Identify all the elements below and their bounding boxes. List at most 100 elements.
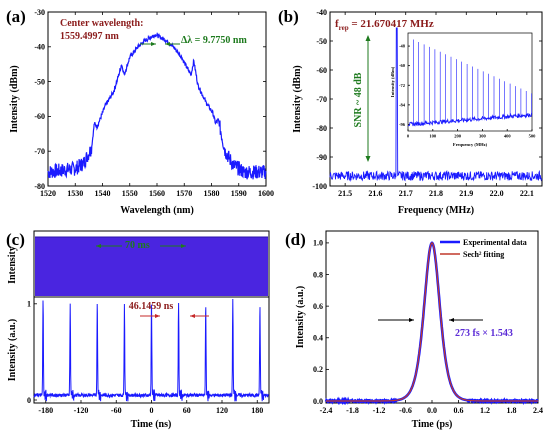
window-arrowhead-right (181, 244, 186, 248)
experimental-data-line (324, 241, 539, 406)
x-tick-label: 0 (407, 134, 410, 139)
y-axis-a: -80 -70 -60 -50 -40 -30 (34, 8, 266, 191)
ylabel-b: Intensity (dBm) (292, 65, 303, 133)
x-tick-label: 1540 (95, 189, 111, 198)
panel-label-d: (d) (285, 230, 306, 249)
ylabel-c-bottom: Intensity (a.u.) (7, 319, 18, 382)
x-axis-d: -2.4 -1.8 -1.2 -0.6 0.0 0.6 1.2 1.8 2.4 (320, 400, 543, 415)
y-tick-label: 0 (27, 396, 31, 405)
y-tick-label: 0.0 (313, 397, 323, 406)
y-tick-label: -60 (34, 112, 45, 121)
y-tick-label: -90 (316, 153, 327, 162)
y-tick-label: -40 (34, 43, 45, 52)
x-tick-label: 400 (504, 134, 512, 139)
duration-arrowhead-right (449, 318, 454, 322)
x-tick-label: 100 (429, 134, 437, 139)
xlabel-a: Wavelength (nm) (120, 205, 194, 216)
y-tick-label: -60 (316, 66, 327, 75)
x-tick-label: 1.2 (480, 406, 490, 415)
y-tick-label: 0.2 (313, 365, 323, 374)
legend-label-experimental: Experimental data (463, 238, 527, 247)
y-tick-label: -70 (316, 95, 327, 104)
y-tick-label: -48 (399, 44, 406, 49)
y-axis-c: 01 (27, 300, 37, 405)
duration-arrowhead-left (409, 318, 414, 322)
x-tick-label: -60 (111, 406, 122, 415)
y-tick-label: 0.8 (313, 270, 323, 279)
center-wavelength-value: 1559.4997 nm (60, 31, 120, 42)
inset-x-axis: 0 100 200 300 400 500 (407, 129, 536, 139)
y-tick-label: -50 (316, 37, 327, 46)
x-tick-label: 500 (529, 134, 537, 139)
x-tick-label: 1.8 (507, 406, 517, 415)
y-tick-label: 0.6 (313, 302, 323, 311)
x-tick-label: 200 (454, 134, 462, 139)
x-tick-label: 300 (479, 134, 487, 139)
inset-noise-floor (407, 112, 533, 127)
frep-f: f (335, 18, 339, 30)
x-tick-label: 60 (183, 406, 191, 415)
y-tick-label: -72 (399, 83, 406, 88)
panel-label-b: (b) (278, 7, 299, 26)
period-label: 46.1459 ns (129, 301, 174, 312)
snr-label: SNR ~ 48 dB (353, 72, 364, 127)
plot-frame-d (325, 230, 539, 404)
rf-spectrum-line (329, 27, 543, 183)
inset-frame (407, 32, 533, 132)
x-tick-label: 1560 (149, 189, 165, 198)
x-axis-c: -180 -120 -60 0 60 120 180 (38, 400, 263, 415)
x-tick-label: 21.9 (459, 189, 473, 198)
inset-ylabel: Intensity (dBm) (390, 66, 395, 97)
x-tick-label: 180 (251, 406, 263, 415)
fwhm-arrowhead-right (165, 42, 170, 46)
fwhm-arrowhead-left (151, 42, 156, 46)
x-tick-label: -120 (74, 406, 89, 415)
xlabel-c: Time (ns) (131, 419, 172, 430)
x-tick-label: -1.8 (346, 406, 359, 415)
x-tick-label: 21.8 (429, 189, 443, 198)
x-tick-label: -180 (38, 406, 53, 415)
x-tick-label: 1580 (204, 189, 220, 198)
x-tick-label: 1590 (231, 189, 247, 198)
y-axis-d: 0.0 0.2 0.4 0.6 0.8 1.0 (313, 239, 329, 406)
xlabel-b: Frequency (MHz) (398, 205, 474, 216)
y-tick-label: -40 (316, 8, 327, 17)
y-tick-label: -50 (34, 77, 45, 86)
panel-label-c: (c) (6, 230, 25, 249)
x-tick-label: 21.7 (399, 189, 413, 198)
x-tick-label: -2.4 (320, 406, 333, 415)
y-tick-label: -70 (34, 147, 45, 156)
inset-harmonics (413, 39, 532, 124)
pulse-train-band (35, 237, 268, 296)
period-arrowhead-right (190, 314, 195, 318)
y-tick-label: -80 (316, 124, 327, 133)
inset-xlabel: Frequency (MHz) (453, 142, 488, 147)
x-axis-b: 21.5 21.6 21.7 21.8 21.9 22.0 22.1 (338, 12, 534, 198)
y-tick-label: -60 (399, 63, 406, 68)
x-tick-label: 0.0 (427, 406, 437, 415)
legend-d: Experimental data Sech² fitting (440, 238, 527, 259)
x-tick-label: 1520 (40, 189, 56, 198)
y-tick-label: -96 (399, 122, 406, 127)
inset-b: -96 -84 -72 -60 -48 0 100 200 300 400 500 Intensi… (390, 32, 536, 147)
frep-sub: rep (339, 24, 349, 32)
panel-c: (c) Intensity 70 ms 01 -180 -120 -60 0 60 120… (6, 230, 270, 430)
x-tick-label: 1600 (258, 189, 274, 198)
x-tick-label: 22.1 (520, 189, 534, 198)
y-tick-label: 1 (27, 300, 31, 309)
panel-b: (b) -100-90-80-70-60-50-40 21.5 21.6 21.7 2… (278, 7, 543, 216)
frep-label: frep = 21.670417 MHz (335, 18, 434, 32)
x-tick-label: 1550 (122, 189, 138, 198)
panel-a: (a) -80-70-60-50-40-30 1520 1530 1540 1550 1… (6, 7, 274, 216)
frep-value: = 21.670417 MHz (349, 18, 434, 30)
x-tick-label: 21.5 (338, 189, 352, 198)
window-arrowhead-left (96, 244, 101, 248)
x-tick-label: -1.2 (373, 406, 386, 415)
x-tick-label: 0 (150, 406, 154, 415)
window-label: 70 ms (125, 240, 150, 251)
spectrum-line (47, 32, 267, 180)
ylabel-a: Intensity (dBm) (9, 65, 20, 133)
sech2-fit-line (326, 242, 538, 402)
ylabel-c-top: Intensity (7, 246, 18, 284)
